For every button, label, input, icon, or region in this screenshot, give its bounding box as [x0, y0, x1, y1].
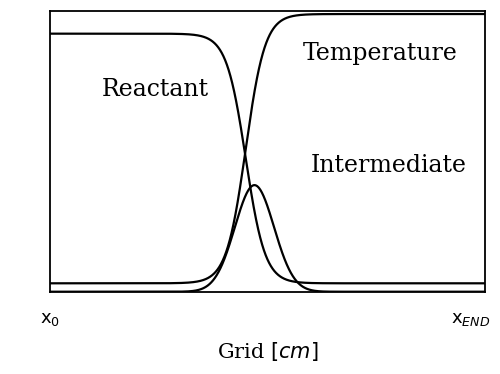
Text: Reactant: Reactant [102, 78, 210, 101]
Text: Intermediate: Intermediate [311, 154, 467, 177]
Text: Temperature: Temperature [302, 42, 457, 65]
Text: $\mathrm{x}_{END}$: $\mathrm{x}_{END}$ [450, 310, 490, 328]
Text: $\mathrm{x}_0$: $\mathrm{x}_0$ [40, 310, 60, 328]
Text: Grid $[cm]$: Grid $[cm]$ [216, 340, 318, 363]
